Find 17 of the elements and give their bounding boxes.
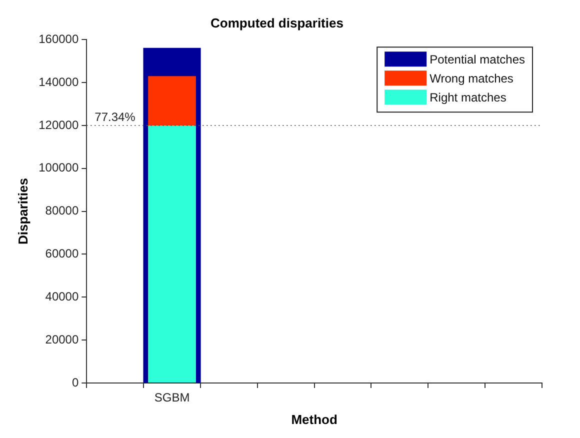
legend-label: Wrong matches bbox=[430, 71, 514, 86]
x-axis-title: Method bbox=[291, 412, 338, 427]
y-tick-label: 140000 bbox=[38, 74, 79, 89]
chart-title: Computed disparities bbox=[210, 15, 344, 30]
legend-label: Potential matches bbox=[430, 52, 526, 66]
y-tick-label: 120000 bbox=[38, 118, 79, 132]
annotation: 77.34% bbox=[94, 110, 136, 124]
y-tick-label: 20000 bbox=[45, 332, 79, 346]
y-tick-label: 0 bbox=[72, 375, 79, 390]
x-tick-label: SGBM bbox=[154, 390, 190, 405]
legend-label: Right matches bbox=[430, 90, 506, 104]
y-tick-label: 80000 bbox=[45, 204, 79, 218]
y-tick-label: 40000 bbox=[45, 289, 79, 304]
y-tick-label: 100000 bbox=[38, 160, 79, 175]
y-tick-label: 60000 bbox=[45, 246, 79, 261]
y-tick-label: 160000 bbox=[38, 32, 79, 46]
y-axis-title: Disparities bbox=[15, 178, 30, 245]
